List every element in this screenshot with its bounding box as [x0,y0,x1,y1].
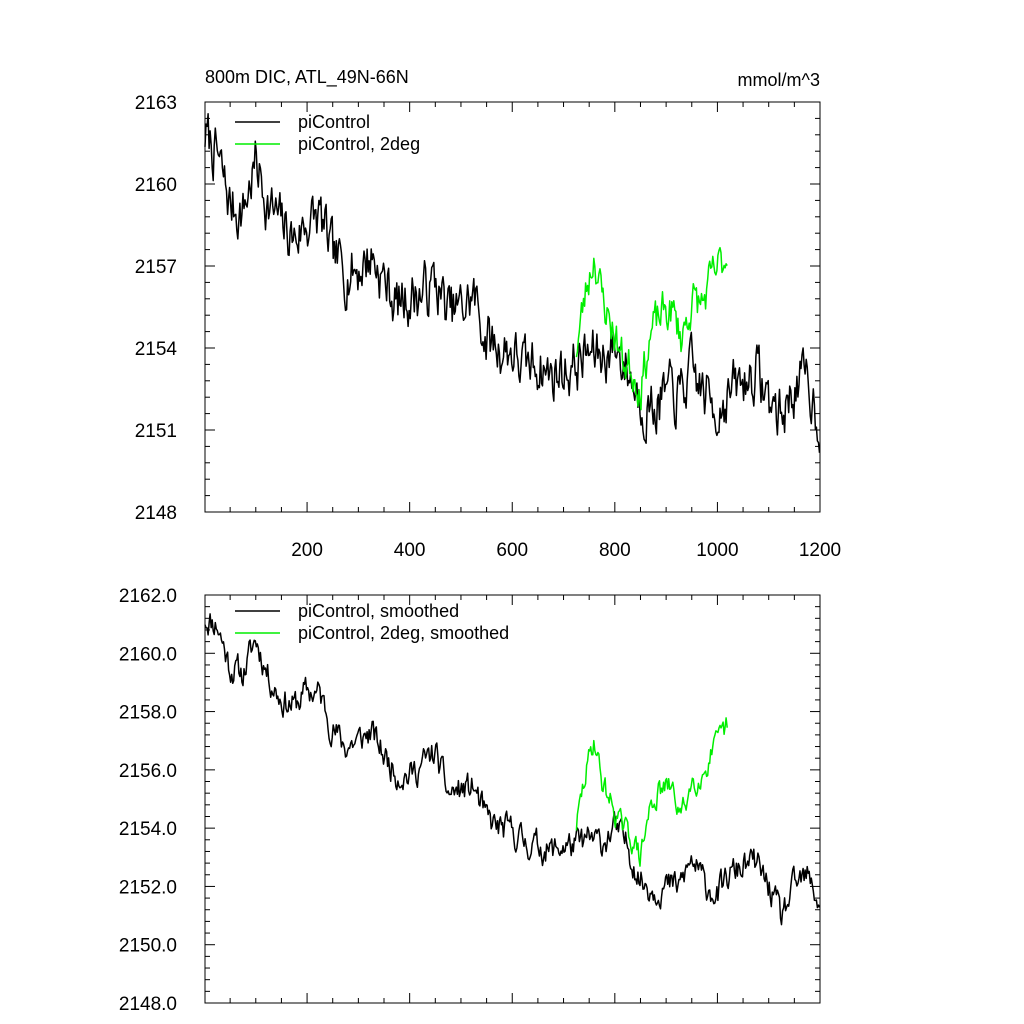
y-tick-label: 2162.0 [119,586,177,607]
y-tick-label: 2157 [135,257,177,278]
y-tick-label: 2150.0 [119,936,177,957]
chart-units: mmol/m^3 [738,70,820,90]
legend-label: piControl, 2deg, smoothed [298,623,509,643]
bottom-panel: 2148.0 2150.0 2152.0 2154.0 2156.0 2158.0 2160… [119,586,821,1015]
x-tick-label: 1200 [799,540,841,561]
x-tick-label: 200 [291,540,323,561]
y-tick-label: 2151 [135,421,177,442]
y-tick-label: 2154.0 [119,819,177,840]
y-tick-label: 2152.0 [119,877,177,898]
y-tick-label: 2160.0 [119,644,177,665]
x-tick-label: 1000 [696,540,738,561]
x-tick-label: 600 [496,540,528,561]
series-line-picontrol-2deg [575,717,728,867]
chart-title: 800m DIC, ATL_49N-66N [205,67,409,88]
x-tick-label: 800 [599,540,631,561]
x-tick-label: 400 [394,540,426,561]
plot-frame [204,101,821,513]
y-tick-label: 2148.0 [119,994,177,1015]
plot-frame [204,594,821,1004]
y-tick-label: 2148 [135,503,177,524]
legend-label: piControl, 2deg [298,134,420,154]
series-line-picontrol [204,613,821,926]
y-tick-label: 2154 [135,339,178,360]
legend-label: piControl, smoothed [298,601,459,621]
y-tick-label: 2158.0 [119,703,177,724]
y-tick-label: 2156.0 [119,761,177,782]
series-line-picontrol-2deg [575,246,728,411]
series-line-picontrol [204,113,821,453]
y-tick-label: 2160 [135,175,177,196]
y-tick-label: 2163 [135,93,177,114]
top-panel: 2148 2151 2154 2157 2160 2163 200 400 600 800 1000… [135,93,841,561]
legend-label: piControl [298,112,370,132]
